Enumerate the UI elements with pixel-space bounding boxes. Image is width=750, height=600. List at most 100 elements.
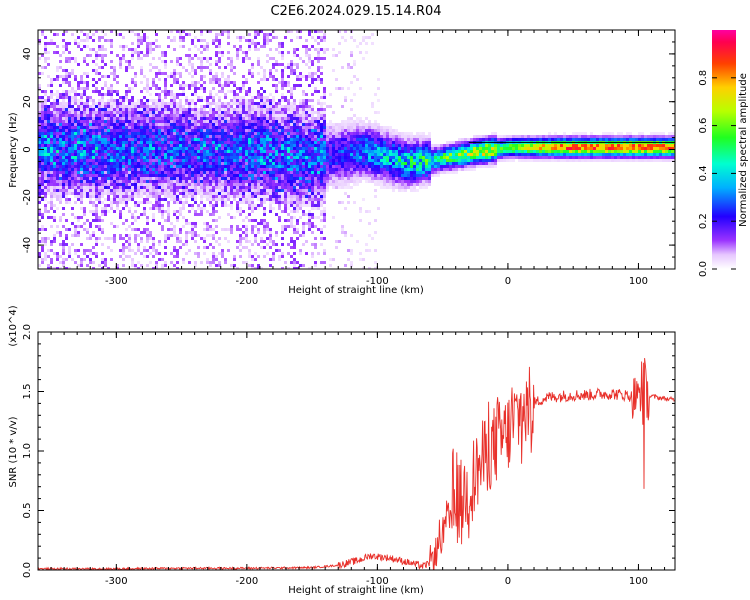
spectrogram-cell [125,255,128,258]
spectrogram-cell [293,126,296,129]
spectrogram-cell [71,90,74,93]
spectrogram-cell [68,255,71,258]
spectrogram-cell [182,141,185,144]
spectrogram-cell [203,144,206,147]
spectrogram-cell [290,219,293,222]
spectrogram-cell [98,117,101,120]
spectrogram-cell [131,57,134,60]
spectrogram-cell [140,162,143,165]
spectrogram-cell [260,87,263,90]
spectrogram-cell [125,123,128,126]
spectrogram-cell [131,48,134,51]
spectrogram-cell [212,123,215,126]
spectrogram-cell [116,153,119,156]
spectrogram-cell [194,72,197,75]
spectrogram-cell [215,171,218,174]
spectrogram-cell [275,243,278,246]
spectrogram-cell [164,153,167,156]
spectrogram-cell [266,123,269,126]
spectrogram-cell [140,129,143,132]
spectrogram-cell [221,249,224,252]
spectrogram-cell [62,78,65,81]
spectrogram-cell [248,165,251,168]
spectrogram-cell [134,150,137,153]
spectrogram-cell [128,249,131,252]
spectrogram-cell [251,243,254,246]
spectrogram-cell [53,150,56,153]
spectrogram-cell [239,189,242,192]
spectrogram-cell [284,141,287,144]
spectrogram-cell [137,138,140,141]
spectrogram-cell [38,84,41,87]
spectrogram-cell [107,126,110,129]
spectrogram-cell [107,147,110,150]
spectrogram-cell [62,129,65,132]
spectrogram-cell [122,108,125,111]
spectrogram-cell [47,165,50,168]
spectrogram-cell [287,129,290,132]
spectrogram-cell [287,75,290,78]
spectrogram-cell [230,60,233,63]
spectrogram-cell [197,207,200,210]
spectrogram-cell [248,108,251,111]
spectrogram-cell [320,153,323,156]
spectrogram-cell [200,174,203,177]
spectrogram-cell [260,105,263,108]
spectrogram-cell [200,45,203,48]
spectrogram-cell [311,78,314,81]
spectrogram-cell [269,168,272,171]
spectrogram-cell [239,228,242,231]
spectrogram-cell [263,150,266,153]
spectrogram-cell [188,33,191,36]
spectrogram-cell [251,186,254,189]
spectrogram-cell [134,144,137,147]
spectrogram-cell [71,234,74,237]
spectrogram-cell [77,63,80,66]
spectrogram-cell [311,72,314,75]
spectrogram-cell [125,126,128,129]
spectrogram-cell [302,234,305,237]
spectrogram-cell [218,39,221,42]
spectrogram-cell [125,159,128,162]
spectrogram-cell [50,81,53,84]
spectrogram-cell [197,162,200,165]
spectrogram-cell [326,138,329,141]
spectrogram-cell [323,135,326,138]
spectrogram-cell [41,216,44,219]
spectrogram-cell [263,153,266,156]
spectrogram-cell [254,96,257,99]
spectrogram-cell [254,219,257,222]
spectrogram-cell [248,111,251,114]
spectrogram-cell [125,135,128,138]
spectrogram-cell [203,132,206,135]
spectrogram-cell [128,126,131,129]
spectrogram-cell [302,171,305,174]
spectrogram-cell [56,105,59,108]
spectrogram-cell [95,123,98,126]
spectrogram-cell [296,114,299,117]
spectrogram-cell [128,111,131,114]
spectrogram-cell [137,141,140,144]
spectrogram-cell [254,174,257,177]
spectrogram-cell [101,174,104,177]
spectrogram-cell [92,135,95,138]
spectrogram-cell [41,135,44,138]
spectrogram-cell [266,150,269,153]
spectrogram-cell [224,150,227,153]
spectrogram-cell [41,66,44,69]
spectrogram-cell [305,114,308,117]
spectrogram-cell [161,156,164,159]
spectrogram-cell [203,228,206,231]
spectrogram-cell [53,204,56,207]
spectrogram-cell [287,219,290,222]
spectrogram-cell [125,117,128,120]
spectrogram-cell [86,33,89,36]
spectrogram-cell [191,153,194,156]
spectrogram-cell [335,246,338,249]
spectrogram-cell [86,141,89,144]
spectrogram-cell [200,171,203,174]
spectrogram-cell [197,186,200,189]
spectrogram-cell [116,156,119,159]
spectrogram-cell [74,159,77,162]
spectrogram-cell [185,126,188,129]
